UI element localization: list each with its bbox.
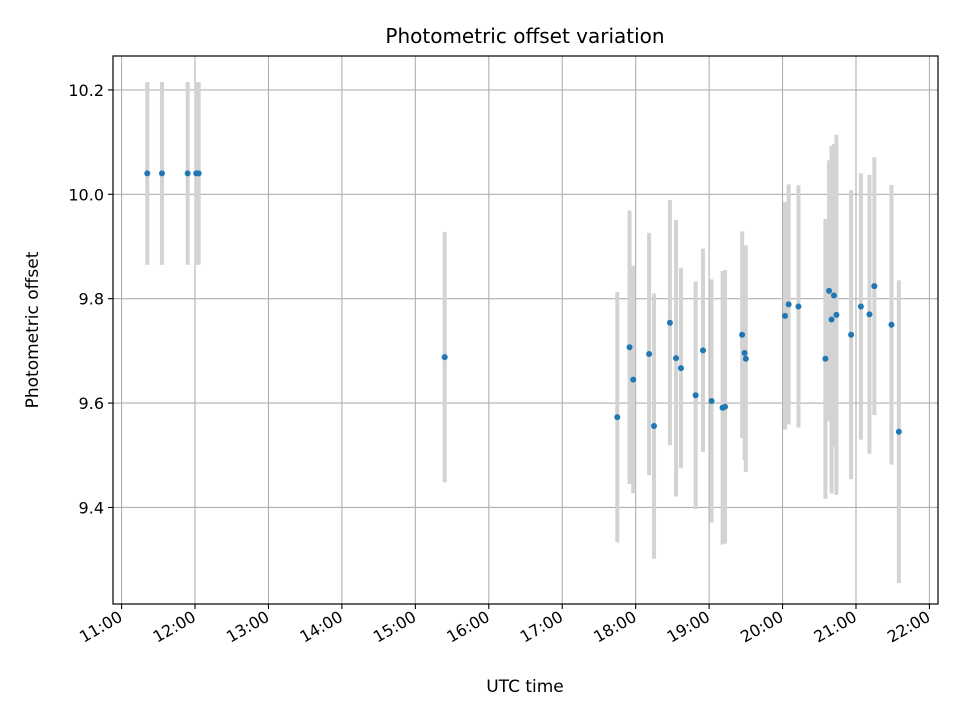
y-axis-title: Photometric offset: [23, 251, 43, 408]
data-point: [781, 312, 788, 319]
data-point: [739, 331, 746, 338]
data-point: [785, 301, 792, 308]
y-tick-label: 9.6: [79, 394, 104, 413]
data-point: [857, 303, 864, 310]
data-point: [651, 423, 658, 430]
y-tick-label: 10.0: [68, 185, 104, 204]
data-point: [692, 392, 699, 399]
data-point: [195, 170, 202, 177]
data-point: [741, 349, 748, 356]
data-point: [441, 354, 448, 361]
data-point: [795, 303, 802, 310]
data-point: [708, 397, 715, 404]
y-tick-label: 9.4: [79, 498, 104, 517]
y-axis: 9.4 9.6 9.8 10.0 10.2: [68, 81, 113, 517]
y-tick-label: 9.8: [79, 290, 104, 309]
data-point: [826, 287, 833, 294]
data-points: [144, 170, 902, 435]
data-point: [871, 283, 878, 290]
data-point: [895, 428, 902, 435]
data-point: [646, 351, 653, 358]
data-point: [677, 365, 684, 372]
data-point: [822, 355, 829, 362]
data-point: [828, 316, 835, 323]
y-tick-label: 10.2: [68, 81, 104, 100]
grid: [113, 56, 938, 604]
data-point: [614, 414, 621, 421]
data-point: [158, 170, 165, 177]
data-point: [742, 355, 749, 362]
data-point: [888, 321, 895, 328]
data-point: [144, 170, 151, 177]
x-axis-title: UTC time: [486, 677, 564, 697]
data-point: [184, 170, 191, 177]
data-point: [626, 344, 633, 351]
data-point: [833, 311, 840, 318]
data-point: [630, 376, 637, 383]
data-point: [666, 319, 673, 326]
data-point: [673, 355, 680, 362]
plot-frame: [112, 55, 939, 605]
data-point: [699, 347, 706, 354]
chart-title: Photometric offset variation: [385, 24, 664, 48]
data-point: [866, 311, 873, 318]
data-point: [848, 331, 855, 338]
data-point: [722, 403, 729, 410]
data-point: [830, 292, 837, 299]
